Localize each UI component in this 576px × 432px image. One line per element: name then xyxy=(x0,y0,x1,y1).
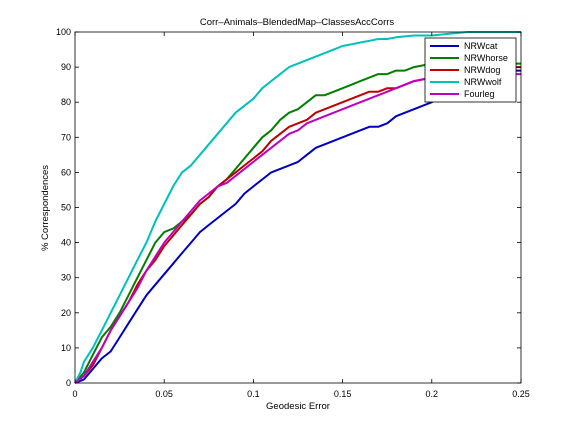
x-tick-label: 0.2 xyxy=(426,389,439,399)
series-line-nrwhorse xyxy=(74,62,521,384)
y-axis-label: % Correspondences xyxy=(40,165,51,251)
legend-label-fourleg: Fourleg xyxy=(464,89,495,99)
legend-label-nrwwolf: NRWwolf xyxy=(464,77,502,87)
y-tick-label: 0 xyxy=(66,378,71,388)
y-tick-label: 50 xyxy=(61,203,71,213)
y-tick-label: 30 xyxy=(61,273,71,283)
legend-label-nrwhorse: NRWhorse xyxy=(464,53,508,63)
x-tick-label: 0.1 xyxy=(247,389,260,399)
series-line-nrwwolf xyxy=(74,31,521,384)
y-tick-label: 100 xyxy=(56,27,71,37)
chart-title: Corr–Animals–BlendedMap–ClassesAccCorrs xyxy=(200,17,395,28)
y-tick-label: 20 xyxy=(61,308,71,318)
x-tick-label: 0 xyxy=(72,389,77,399)
legend: NRWcat NRWhorse NRWdog NRWwolf Fourleg xyxy=(424,37,517,103)
y-tick-label: 70 xyxy=(61,132,71,142)
x-axis-label: Geodesic Error xyxy=(266,401,330,412)
x-tick-label: 0.15 xyxy=(334,389,352,399)
y-tick-label: 60 xyxy=(61,167,71,177)
x-tick-label: 0.25 xyxy=(512,389,530,399)
x-tick-label: 0.05 xyxy=(155,389,173,399)
y-tick-label: 10 xyxy=(61,343,71,353)
x-axis-ticks: 0 0.05 0.1 0.15 0.2 0.25 xyxy=(72,32,530,399)
legend-label-nrwdog: NRWdog xyxy=(464,65,500,75)
y-tick-label: 90 xyxy=(61,62,71,72)
y-tick-label: 80 xyxy=(61,97,71,107)
y-tick-label: 40 xyxy=(61,238,71,248)
series-line-fourleg xyxy=(74,73,521,384)
y-axis-ticks: 0 10 20 30 40 50 60 70 80 90 100 xyxy=(56,27,521,388)
legend-label-nrwcat: NRWcat xyxy=(464,41,498,51)
